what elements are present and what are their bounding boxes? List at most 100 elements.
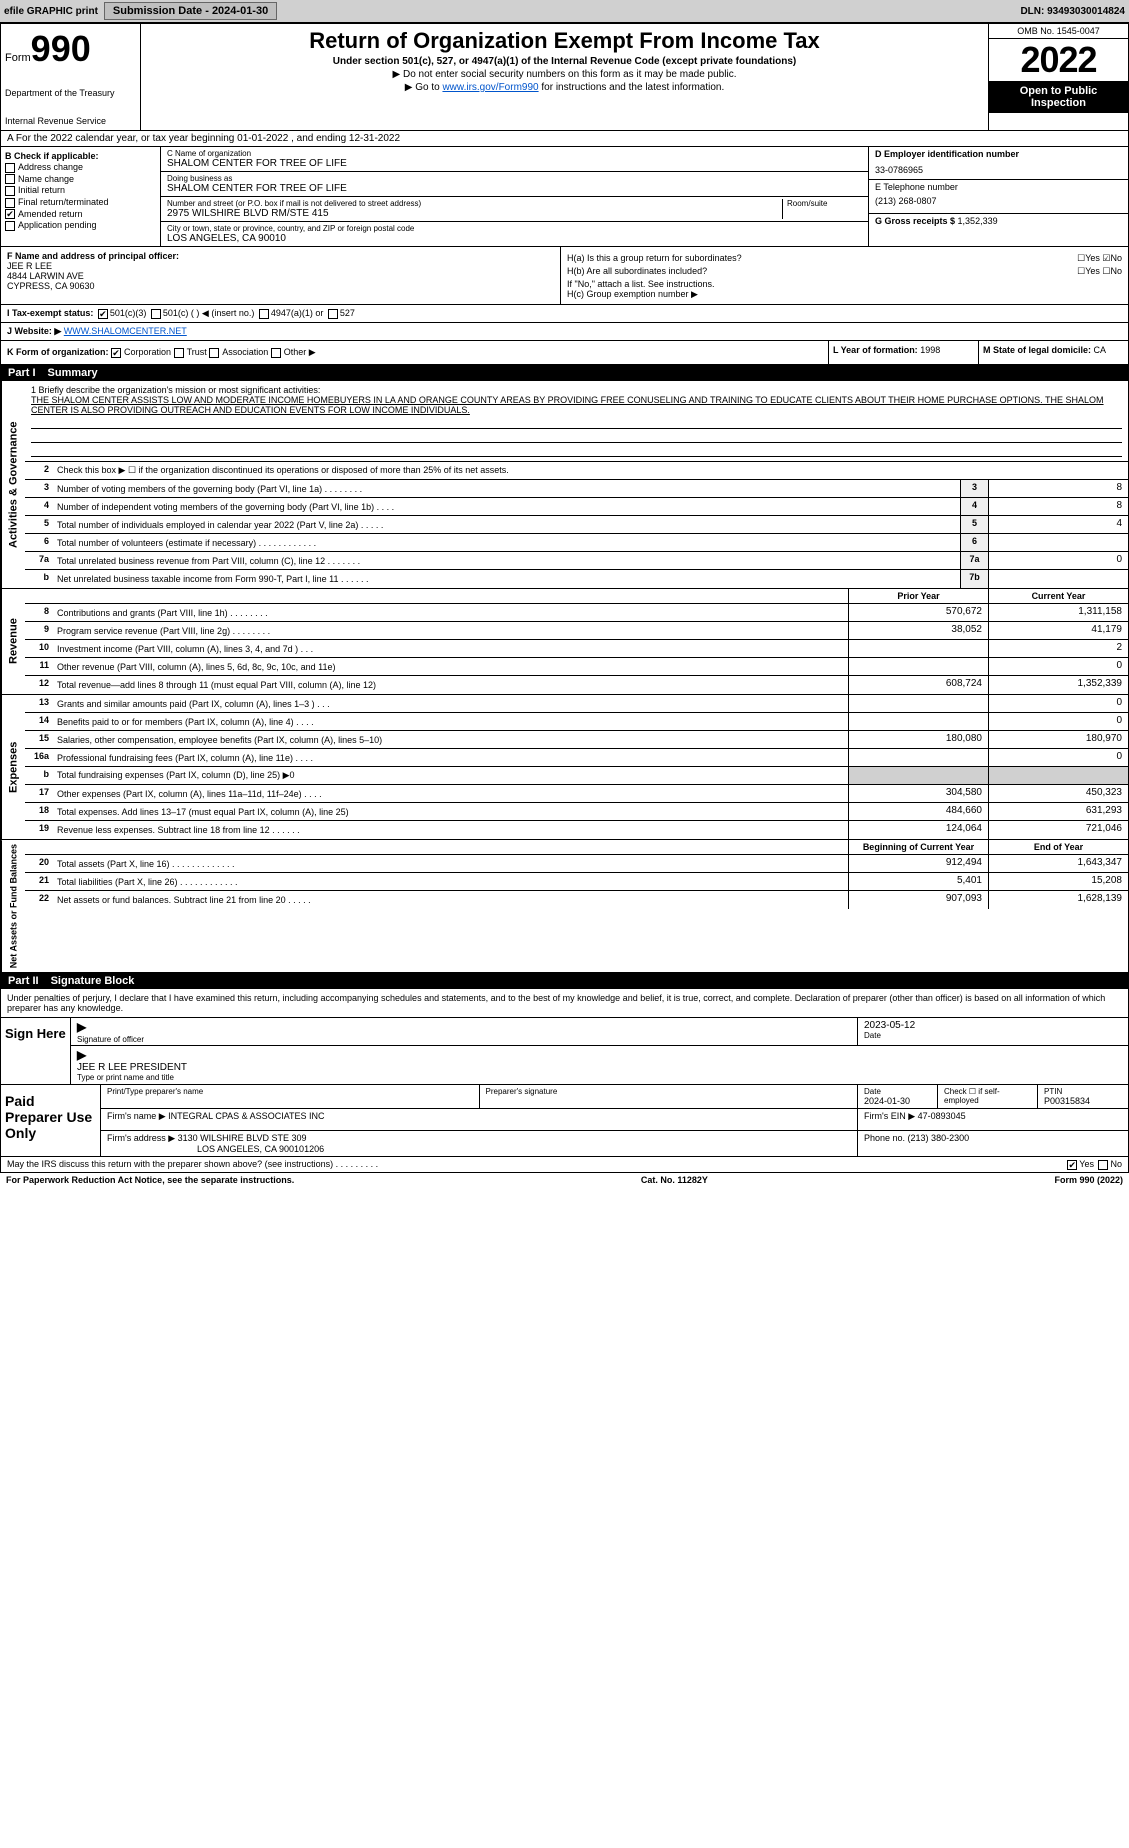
hdr-end-year: End of Year xyxy=(988,840,1128,854)
open-public-badge: Open to Public Inspection xyxy=(989,81,1128,113)
sign-here-label: Sign Here xyxy=(1,1018,71,1084)
year-formation: 1998 xyxy=(920,345,940,355)
table-row: 11Other revenue (Part VIII, column (A), … xyxy=(25,658,1128,676)
net-col-headers: Beginning of Current Year End of Year xyxy=(25,840,1128,855)
cb-application-pending[interactable]: Application pending xyxy=(5,220,156,231)
self-employed-cell[interactable]: Check ☐ if self-employed xyxy=(938,1085,1038,1108)
signer-name-title: JEE R LEE PRESIDENT xyxy=(77,1062,1122,1073)
gov-line: bNet unrelated business taxable income f… xyxy=(25,570,1128,588)
address-cell: Number and street (or P.O. box if mail i… xyxy=(161,197,868,222)
discuss-no[interactable] xyxy=(1098,1160,1108,1170)
table-row: 13Grants and similar amounts paid (Part … xyxy=(25,695,1128,713)
hb-answer: ☐Yes ☐No xyxy=(1077,266,1122,277)
cb-name-change[interactable]: Name change xyxy=(5,174,156,185)
street-address: 2975 WILSHIRE BLVD RM/STE 415 xyxy=(167,208,782,219)
part1-num: Part I xyxy=(8,367,36,379)
gov-line: 4Number of independent voting members of… xyxy=(25,498,1128,516)
cb-amended-return[interactable]: Amended return xyxy=(5,209,156,220)
org-name-cell: C Name of organization SHALOM CENTER FOR… xyxy=(161,147,868,172)
dln: DLN: 93493030014824 xyxy=(1020,6,1125,17)
header-right: OMB No. 1545-0047 2022 Open to Public In… xyxy=(988,24,1128,130)
discuss-yes[interactable] xyxy=(1067,1160,1077,1170)
side-revenue: Revenue xyxy=(1,589,25,694)
table-row: bTotal fundraising expenses (Part IX, co… xyxy=(25,767,1128,785)
room-suite-label: Room/suite xyxy=(787,199,862,208)
part1-header: Part I Summary xyxy=(0,365,1129,381)
preparer-sig-cell[interactable]: Preparer's signature xyxy=(480,1085,859,1108)
cb-501c[interactable] xyxy=(151,309,161,319)
cb-501c3[interactable] xyxy=(98,309,108,319)
row-a-tax-year: A For the 2022 calendar year, or tax yea… xyxy=(0,131,1129,147)
hdr-prior-year: Prior Year xyxy=(848,589,988,603)
goto-line: ▶ Go to www.irs.gov/Form990 for instruct… xyxy=(149,82,980,93)
omb-number: OMB No. 1545-0047 xyxy=(989,24,1128,39)
phone-value: (213) 268-0807 xyxy=(875,196,1122,206)
header-left: Form990 Department of the Treasury Inter… xyxy=(1,24,141,130)
cb-address-change[interactable]: Address change xyxy=(5,162,156,173)
col-b-checkboxes: B Check if applicable: Address change Na… xyxy=(1,147,161,246)
col-f-officer: F Name and address of principal officer:… xyxy=(1,247,561,304)
gov-line: 3Number of voting members of the governi… xyxy=(25,480,1128,498)
section-bcd: B Check if applicable: Address change Na… xyxy=(0,147,1129,247)
mission-text: THE SHALOM CENTER ASSISTS LOW AND MODERA… xyxy=(31,395,1122,415)
discuss-question: May the IRS discuss this return with the… xyxy=(7,1159,378,1170)
paid-preparer-label: Paid Preparer Use Only xyxy=(1,1085,101,1156)
cb-4947a1[interactable] xyxy=(259,309,269,319)
irs-link[interactable]: www.irs.gov/Form990 xyxy=(442,82,538,93)
cb-other[interactable] xyxy=(271,348,281,358)
org-name: SHALOM CENTER FOR TREE OF LIFE xyxy=(167,158,862,169)
signature-date-cell: 2023-05-12 Date xyxy=(858,1018,1128,1045)
cb-association[interactable] xyxy=(209,348,219,358)
cb-initial-return[interactable]: Initial return xyxy=(5,185,156,196)
revenue-col-headers: Prior Year Current Year xyxy=(25,589,1128,604)
form-footer: Form 990 (2022) xyxy=(1054,1175,1123,1185)
hdr-current-year: Current Year xyxy=(988,589,1128,603)
table-row: 17Other expenses (Part IX, column (A), l… xyxy=(25,785,1128,803)
form-word: Form xyxy=(5,52,31,64)
cb-527[interactable] xyxy=(328,309,338,319)
city-cell: City or town, state or province, country… xyxy=(161,222,868,246)
hdr-beginning-year: Beginning of Current Year xyxy=(848,840,988,854)
officer-signature-cell[interactable]: ▶ Signature of officer xyxy=(71,1018,858,1045)
ssn-warning: ▶ Do not enter social security numbers o… xyxy=(149,69,980,80)
officer-name: JEE R LEE xyxy=(7,261,554,271)
website-link[interactable]: WWW.SHALOMCENTER.NET xyxy=(64,326,187,336)
table-row: 12Total revenue—add lines 8 through 11 (… xyxy=(25,676,1128,694)
firm-address-cell: Firm's address ▶ 3130 WILSHIRE BLVD STE … xyxy=(101,1131,858,1156)
cb-final-return[interactable]: Final return/terminated xyxy=(5,197,156,208)
col-c-org-info: C Name of organization SHALOM CENTER FOR… xyxy=(161,147,868,246)
efile-label: efile GRAPHIC print xyxy=(4,6,98,17)
gross-receipts: 1,352,339 xyxy=(958,216,998,226)
gov-line: 2Check this box ▶ ☐ if the organization … xyxy=(25,462,1128,480)
firm-ein-cell: Firm's EIN ▶ 47-0893045 xyxy=(858,1109,1128,1130)
hb-question: H(b) Are all subordinates included? xyxy=(567,266,707,277)
side-expenses: Expenses xyxy=(1,695,25,839)
part2-title: Signature Block xyxy=(51,975,135,987)
tax-year: 2022 xyxy=(989,39,1128,81)
gov-line: 7aTotal unrelated business revenue from … xyxy=(25,552,1128,570)
ptin-cell: PTINP00315834 xyxy=(1038,1085,1128,1108)
side-net-assets: Net Assets or Fund Balances xyxy=(1,840,25,972)
cb-trust[interactable] xyxy=(174,348,184,358)
col-h-group: H(a) Is this a group return for subordin… xyxy=(561,247,1128,304)
table-row: 14Benefits paid to or for members (Part … xyxy=(25,713,1128,731)
cb-corporation[interactable] xyxy=(111,348,121,358)
header-mid: Return of Organization Exempt From Incom… xyxy=(141,24,988,130)
form-number: 990 xyxy=(31,28,91,69)
dept-treasury: Department of the Treasury xyxy=(5,88,136,98)
paid-preparer-block: Paid Preparer Use Only Print/Type prepar… xyxy=(0,1085,1129,1157)
table-row: 10Investment income (Part VIII, column (… xyxy=(25,640,1128,658)
hb-note: If "No," attach a list. See instructions… xyxy=(567,279,1122,289)
discuss-row: May the IRS discuss this return with the… xyxy=(0,1157,1129,1173)
bottom-note: For Paperwork Reduction Act Notice, see … xyxy=(0,1173,1129,1187)
sign-here-block: Sign Here ▶ Signature of officer 2023-05… xyxy=(0,1018,1129,1085)
officer-addr1: 4844 LARWIN AVE xyxy=(7,271,554,281)
net-assets-section: Net Assets or Fund Balances Beginning of… xyxy=(0,840,1129,973)
submission-date-btn[interactable]: Submission Date - 2024-01-30 xyxy=(104,2,277,20)
ein-value: 33-0786965 xyxy=(875,165,1122,175)
gross-receipts-cell: G Gross receipts $ 1,352,339 xyxy=(869,214,1128,246)
ha-answer: ☐Yes ☑No xyxy=(1077,253,1122,264)
part1-title: Summary xyxy=(48,367,98,379)
phone-cell: E Telephone number (213) 268-0807 xyxy=(869,180,1128,213)
side-activities-governance: Activities & Governance xyxy=(1,381,25,588)
